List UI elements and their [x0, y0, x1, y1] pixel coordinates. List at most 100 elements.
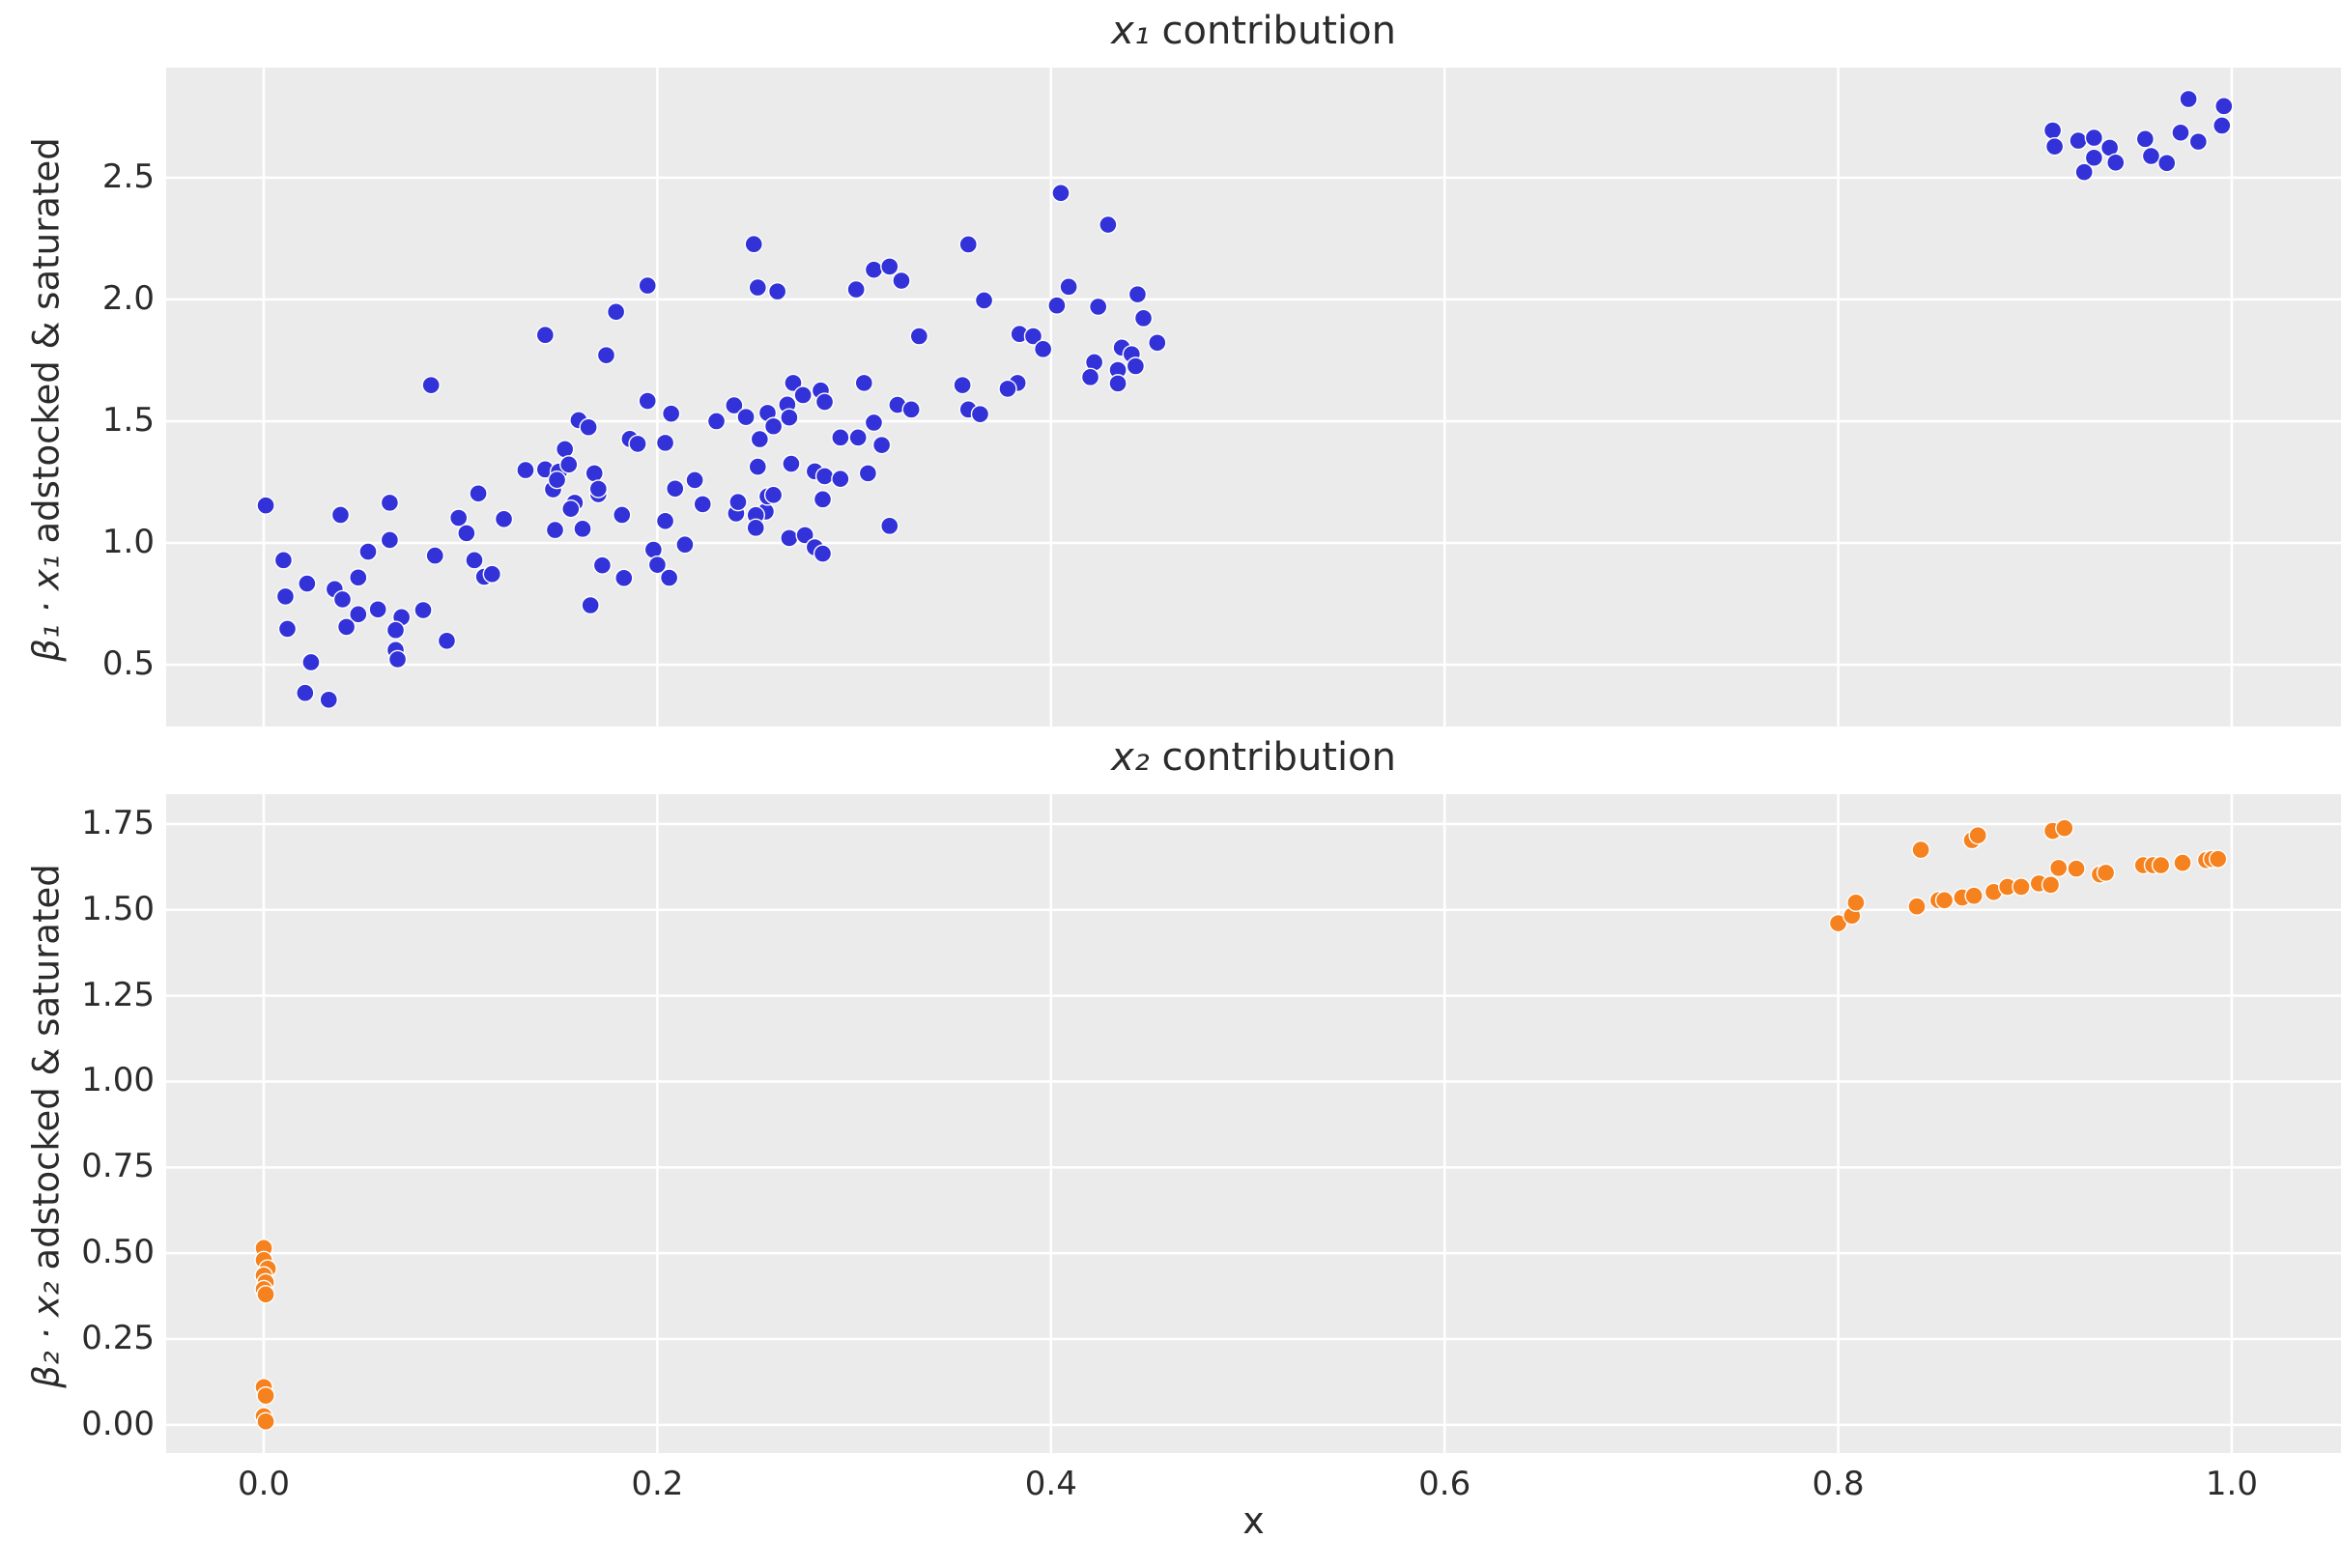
data-point: [628, 434, 647, 454]
data-point: [614, 568, 634, 587]
data-point: [1059, 277, 1078, 297]
x-tick-2: 0.4: [1024, 1465, 1077, 1503]
data-point: [2213, 116, 2232, 135]
data-point: [685, 470, 704, 490]
data-point: [892, 271, 911, 291]
data-point: [880, 516, 899, 536]
panel2-canvas: [166, 794, 2341, 1453]
panel2-y-tick-2: 0.50: [81, 1233, 155, 1272]
data-point: [555, 440, 575, 459]
data-point: [748, 457, 767, 476]
data-point: [482, 564, 502, 584]
data-point: [298, 574, 317, 593]
data-point: [748, 277, 767, 298]
data-point: [864, 260, 884, 279]
data-point: [854, 373, 873, 393]
data-point: [864, 413, 884, 433]
data-point: [736, 407, 756, 427]
data-point: [782, 454, 801, 473]
data-point: [581, 595, 600, 615]
data-point: [970, 404, 990, 424]
panel2-title: x₂ contribution: [166, 736, 2341, 779]
data-point: [588, 479, 609, 499]
data-point: [795, 526, 814, 545]
data-point: [848, 428, 868, 447]
data-point: [448, 508, 469, 527]
data-point: [831, 469, 850, 489]
data-point: [596, 345, 616, 365]
data-point: [706, 412, 727, 431]
panel1-canvas: [166, 68, 2341, 727]
panel1-ylabel-text: adstocked & saturated: [25, 137, 68, 556]
data-point: [2096, 863, 2116, 883]
data-point: [647, 555, 668, 575]
panel2-y-tick-0: 0.00: [81, 1404, 155, 1443]
data-point: [380, 530, 400, 550]
panel2-title-math: x₂: [1111, 735, 1150, 780]
panel1-plot-area: [166, 68, 2341, 727]
data-point: [2074, 162, 2094, 182]
data-point: [613, 505, 632, 525]
data-point: [385, 620, 406, 640]
data-point: [814, 467, 835, 486]
panel1-title-text: contribution: [1149, 9, 1396, 53]
data-point: [661, 404, 681, 423]
data-point: [2012, 877, 2031, 897]
x-tick-5: 1.0: [2205, 1465, 2258, 1503]
data-point: [725, 395, 744, 415]
data-point: [953, 375, 972, 395]
data-point: [780, 408, 799, 427]
data-point: [655, 511, 675, 530]
data-point: [2188, 131, 2209, 152]
data-point: [675, 535, 695, 555]
panel1-y-tick-4: 2.5: [101, 157, 155, 196]
data-point: [1148, 333, 1167, 353]
data-point: [1133, 308, 1154, 328]
data-point: [1108, 374, 1128, 393]
data-point: [638, 275, 657, 296]
data-point: [871, 435, 892, 455]
data-point: [256, 496, 275, 515]
data-point: [2069, 130, 2088, 151]
data-point: [2067, 859, 2086, 878]
data-point: [813, 544, 833, 563]
data-point: [421, 375, 441, 395]
panel1-y-tick-2: 1.5: [101, 400, 155, 440]
data-point: [1846, 893, 1866, 913]
data-point: [693, 495, 712, 514]
data-point: [414, 600, 433, 620]
data-point: [256, 1385, 275, 1406]
data-point: [349, 605, 368, 624]
data-point: [319, 690, 338, 709]
panel2-y-tick-4: 1.00: [81, 1061, 155, 1100]
data-point: [1964, 886, 1984, 905]
panel1-title: x₁ contribution: [166, 10, 2341, 52]
data-point: [579, 417, 598, 437]
data-point: [573, 519, 592, 539]
data-point: [2135, 129, 2155, 149]
panel2-y-tick-1: 0.25: [81, 1319, 155, 1357]
data-point: [767, 281, 787, 301]
data-point: [256, 1285, 275, 1304]
data-point: [330, 505, 351, 525]
panel2-y-tick-7: 1.75: [81, 803, 155, 842]
x-tick-4: 0.8: [1812, 1465, 1865, 1503]
data-point: [425, 546, 444, 565]
data-point: [1023, 327, 1043, 346]
data-point: [301, 652, 321, 672]
data-point: [457, 524, 476, 543]
data-point: [813, 490, 833, 509]
data-point: [746, 518, 765, 538]
data-point: [1088, 297, 1108, 317]
data-point: [846, 279, 866, 299]
data-point: [763, 485, 784, 505]
data-point: [2041, 875, 2061, 895]
data-point: [2084, 128, 2104, 148]
panel1-y-tick-1: 1.0: [101, 522, 155, 561]
data-point: [744, 235, 763, 254]
data-point: [437, 631, 457, 650]
panel2-y-tick-5: 1.25: [81, 975, 155, 1014]
data-point: [974, 291, 994, 310]
data-point: [494, 509, 514, 528]
data-point: [469, 484, 488, 503]
